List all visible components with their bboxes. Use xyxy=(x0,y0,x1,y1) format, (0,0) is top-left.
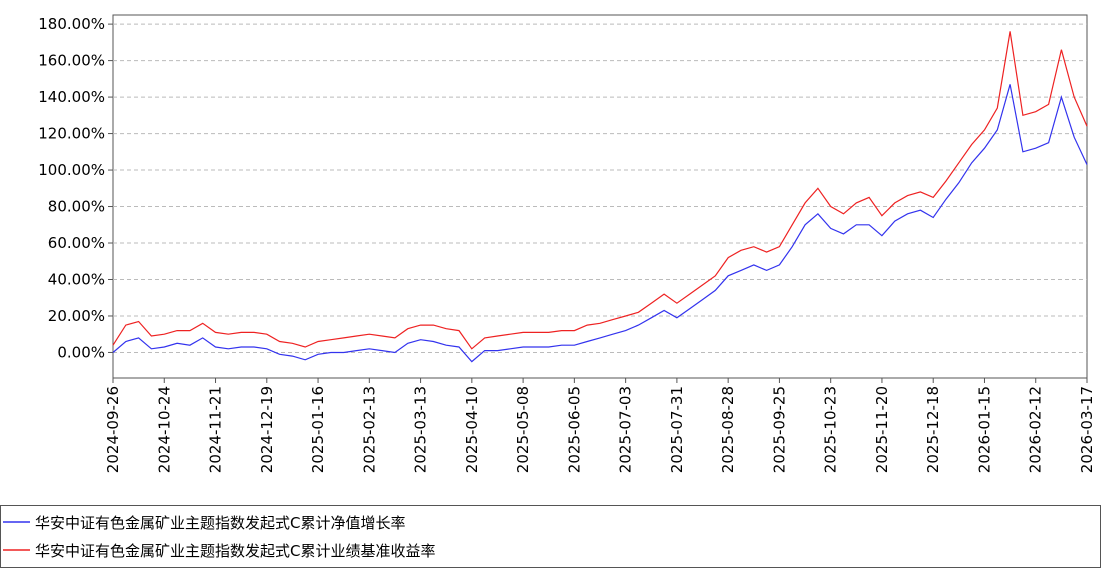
y-tick-label: 180.00% xyxy=(38,15,105,33)
x-tick-label: 2025-03-13 xyxy=(412,386,430,473)
x-tick-label: 2025-10-23 xyxy=(822,386,840,473)
x-tick-label: 2024-12-19 xyxy=(258,386,276,473)
x-tick-label: 2026-03-17 xyxy=(1078,386,1096,473)
legend-label: 华安中证有色金属矿业主题指数发起式C累计业绩基准收益率 xyxy=(35,542,435,560)
plot-frame xyxy=(112,14,1088,379)
series-line xyxy=(112,31,1088,350)
x-tick-label: 2025-04-10 xyxy=(463,386,481,473)
x-tick-label: 2025-12-18 xyxy=(924,386,942,473)
x-tick-label: 2025-08-28 xyxy=(719,386,737,473)
y-tick-label: 20.00% xyxy=(48,307,105,325)
x-tick-label: 2025-05-08 xyxy=(514,386,532,473)
x-tick-label: 2025-01-16 xyxy=(309,386,327,473)
x-tick-label: 2025-07-31 xyxy=(668,386,686,473)
x-tick-label: 2026-02-12 xyxy=(1027,386,1045,473)
series-line xyxy=(112,84,1088,363)
y-tick-label: 140.00% xyxy=(38,88,105,106)
x-tick-label: 2024-09-26 xyxy=(104,386,122,473)
x-tick-label: 2025-11-20 xyxy=(873,386,891,473)
x-tick-label: 2025-07-03 xyxy=(617,386,635,473)
x-tick-label: 2025-09-25 xyxy=(770,386,788,473)
legend-label: 华安中证有色金属矿业主题指数发起式C累计净值增长率 xyxy=(35,514,405,532)
x-tick-label: 2024-10-24 xyxy=(155,386,173,473)
x-tick-label: 2025-06-05 xyxy=(565,386,583,473)
x-tick-label: 2024-11-21 xyxy=(207,386,225,473)
y-tick-label: 40.00% xyxy=(48,270,105,288)
y-tick-label: 80.00% xyxy=(48,198,105,216)
y-tick-label: 160.00% xyxy=(38,52,105,70)
y-tick-label: 100.00% xyxy=(38,161,105,179)
x-tick-label: 2026-01-15 xyxy=(975,386,993,473)
x-tick-label: 2025-02-13 xyxy=(360,386,378,473)
legend-box xyxy=(0,505,1101,568)
y-tick-label: 60.00% xyxy=(48,234,105,252)
y-tick-label: 120.00% xyxy=(38,125,105,143)
y-tick-label: 0.00% xyxy=(57,343,105,361)
